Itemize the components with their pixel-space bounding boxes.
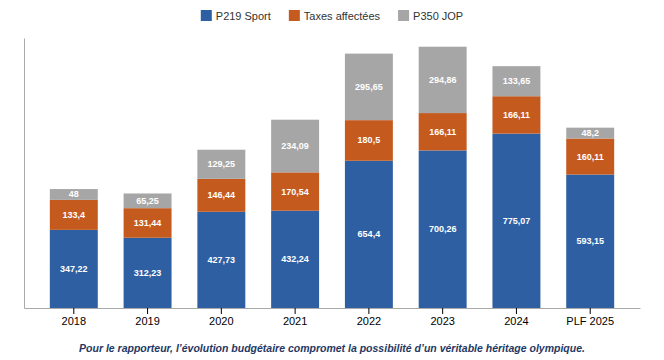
bar [50, 189, 98, 200]
bar [566, 175, 614, 308]
x-tick-label: PLF 2025 [566, 315, 614, 327]
legend-item: P219 Sport [201, 10, 271, 22]
bar [50, 230, 98, 308]
legend-swatch [398, 10, 409, 21]
series [50, 134, 614, 308]
data-label: 160,11 [577, 152, 604, 162]
series [50, 47, 614, 208]
bar [566, 139, 614, 175]
x-tick-mark [295, 308, 296, 314]
legend-swatch [289, 10, 300, 21]
data-label: 166,11 [429, 127, 456, 137]
x-tick: 2022 [357, 308, 381, 327]
x-tick-mark [221, 308, 222, 314]
bar [124, 193, 172, 208]
bar [345, 54, 393, 121]
bar [492, 134, 540, 308]
data-label: 180,5 [358, 135, 381, 145]
bar [124, 208, 172, 238]
x-tick-label: 2018 [62, 315, 86, 327]
bar [271, 120, 319, 173]
data-label: 294,86 [429, 75, 457, 85]
bar [345, 120, 393, 161]
legend: P219 Sport Taxes affectées P350 JOP [201, 10, 463, 22]
data-label: 131,44 [134, 218, 162, 228]
bar [492, 96, 540, 133]
bar [271, 211, 319, 308]
data-label: 146,44 [208, 190, 236, 200]
data-label: 347,22 [60, 264, 88, 274]
x-tick-mark [516, 308, 517, 314]
bar [50, 200, 98, 230]
legend-label: P350 JOP [413, 10, 463, 22]
x-tick: 2021 [283, 308, 307, 327]
bar [271, 172, 319, 210]
y-axis [24, 39, 25, 309]
data-label: 432,24 [281, 254, 309, 264]
bar [419, 150, 467, 308]
bar [419, 113, 467, 150]
x-tick-label: 2022 [357, 315, 381, 327]
bar [124, 238, 172, 308]
data-label: 48 [69, 189, 79, 199]
bar [197, 212, 245, 308]
legend-swatch [201, 10, 212, 21]
data-label: 700,26 [429, 224, 457, 234]
x-axis-line [25, 308, 641, 309]
data-label: 427,73 [208, 255, 236, 265]
data-label: 170,54 [281, 187, 309, 197]
x-tick-label: 2023 [430, 315, 454, 327]
bar [419, 47, 467, 113]
bar [492, 66, 540, 96]
legend-item: P350 JOP [398, 10, 463, 22]
plot-area: 2018 2019 2020 2021 2022 2023 2024 PLF 2025 347,… [25, 39, 641, 327]
x-tick-mark [73, 308, 74, 314]
x-axis: 2018 2019 2020 2021 2022 2023 2024 PLF 2025 [25, 308, 641, 327]
x-tick-label: 2019 [135, 315, 159, 327]
x-tick-mark [368, 308, 369, 314]
chart: 2018 2019 2020 2021 2022 2023 2024 PLF 2025 347,… [0, 0, 664, 360]
data-label: 295,65 [355, 82, 383, 92]
x-tick: 2019 [135, 308, 159, 327]
bars [50, 47, 614, 308]
x-tick-label: 2020 [209, 315, 233, 327]
data-label: 65,25 [136, 196, 159, 206]
x-tick-mark [442, 308, 443, 314]
x-tick: 2024 [504, 308, 528, 327]
bar [345, 161, 393, 308]
data-label: 133,65 [503, 76, 531, 86]
x-tick: PLF 2025 [566, 308, 614, 327]
data-label: 775,07 [503, 216, 531, 226]
legend-label: P219 Sport [216, 10, 271, 22]
bar [566, 128, 614, 139]
x-tick: 2020 [209, 308, 233, 327]
series [50, 96, 614, 238]
data-labels: 347,22 312,23 427,73 432,24 654,4 700,26 775,0… [60, 75, 604, 278]
x-tick-mark [147, 308, 148, 314]
y-axis-line [24, 39, 25, 309]
data-label: 129,25 [208, 159, 236, 169]
legend-label: Taxes affectées [304, 10, 381, 22]
data-label: 312,23 [134, 268, 162, 278]
x-tick: 2018 [62, 308, 86, 327]
data-label: 48,2 [581, 128, 599, 138]
data-label: 166,11 [503, 110, 530, 120]
x-tick-label: 2024 [504, 315, 528, 327]
data-label: 593,15 [576, 236, 604, 246]
bar [197, 179, 245, 212]
legend-item: Taxes affectées [289, 10, 381, 22]
x-tick-label: 2021 [283, 315, 307, 327]
data-label: 234,09 [281, 141, 309, 151]
data-label: 654,4 [358, 229, 381, 239]
x-tick: 2023 [430, 308, 454, 327]
caption: Pour le rapporteur, l’évolution budgétai… [79, 342, 585, 354]
x-tick-mark [590, 308, 591, 314]
bar [197, 150, 245, 179]
data-label: 133,4 [63, 210, 86, 220]
